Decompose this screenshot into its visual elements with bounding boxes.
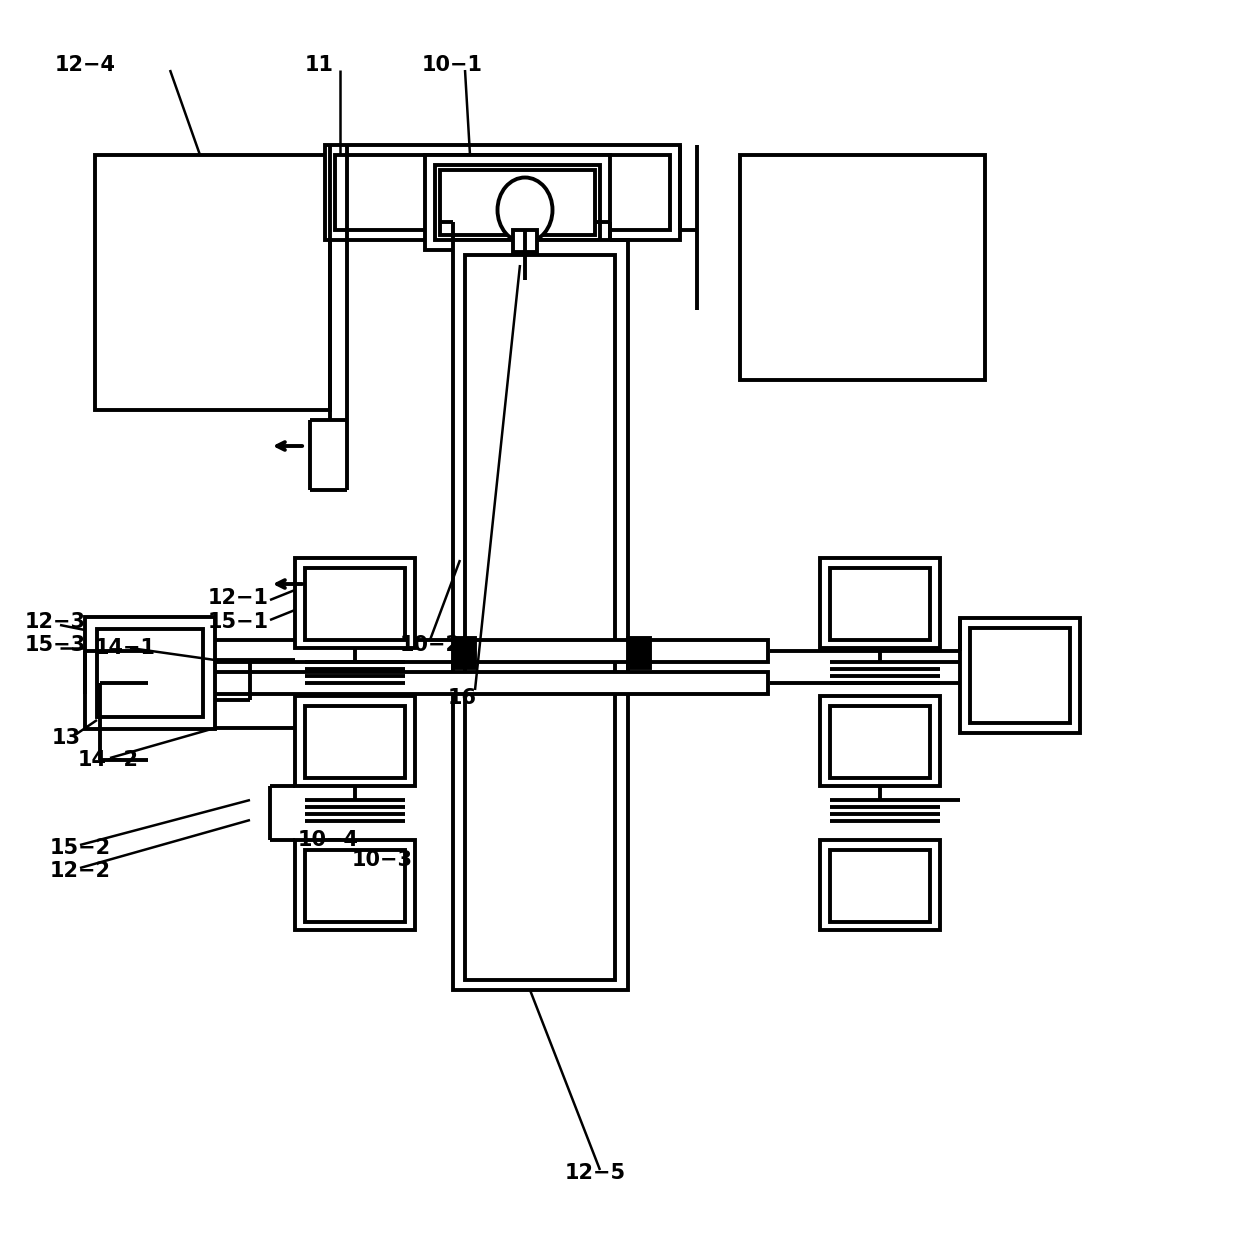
Ellipse shape (497, 178, 553, 243)
Text: 15−2: 15−2 (50, 838, 112, 858)
Bar (970, 628, 1070, 723)
Bar (820, 840, 940, 930)
Bar (740, 155, 985, 380)
Bar (86, 616, 215, 729)
Text: 12−4: 12−4 (55, 55, 117, 75)
Bar (148, 672, 768, 694)
Text: 15−1: 15−1 (208, 611, 269, 632)
Text: 14−1: 14−1 (95, 638, 156, 658)
Text: 16: 16 (448, 688, 477, 708)
Bar (453, 241, 627, 990)
Bar (627, 638, 650, 668)
Bar (295, 840, 415, 930)
Bar (295, 695, 415, 786)
Bar (960, 618, 1080, 733)
Text: 15−3: 15−3 (25, 635, 86, 655)
Bar (95, 155, 330, 410)
Text: 11: 11 (305, 55, 334, 75)
Bar (830, 568, 930, 640)
Text: 10−4: 10−4 (298, 829, 360, 850)
Bar (465, 256, 615, 980)
Text: 14−2: 14−2 (78, 751, 139, 771)
Bar (97, 629, 203, 717)
Bar (820, 695, 940, 786)
Bar (425, 155, 610, 251)
Text: 12−3: 12−3 (25, 611, 86, 632)
Text: 12−5: 12−5 (565, 1163, 626, 1183)
Bar (305, 568, 405, 640)
Bar (295, 558, 415, 648)
Text: 12−1: 12−1 (208, 588, 269, 608)
Bar (453, 638, 475, 668)
Text: 13: 13 (52, 728, 81, 748)
Text: 10−1: 10−1 (422, 55, 484, 75)
Bar (435, 165, 600, 241)
Bar (820, 558, 940, 648)
Bar (305, 850, 405, 922)
Bar (830, 705, 930, 778)
Bar (830, 850, 930, 922)
Bar (335, 155, 670, 231)
Bar (305, 705, 405, 778)
Bar (513, 231, 537, 252)
Bar (325, 145, 680, 241)
Bar (148, 640, 768, 662)
Text: 10−3: 10−3 (352, 850, 413, 870)
Bar (440, 170, 595, 236)
Text: 12−2: 12−2 (50, 861, 112, 881)
Text: 10−2: 10−2 (401, 635, 461, 655)
